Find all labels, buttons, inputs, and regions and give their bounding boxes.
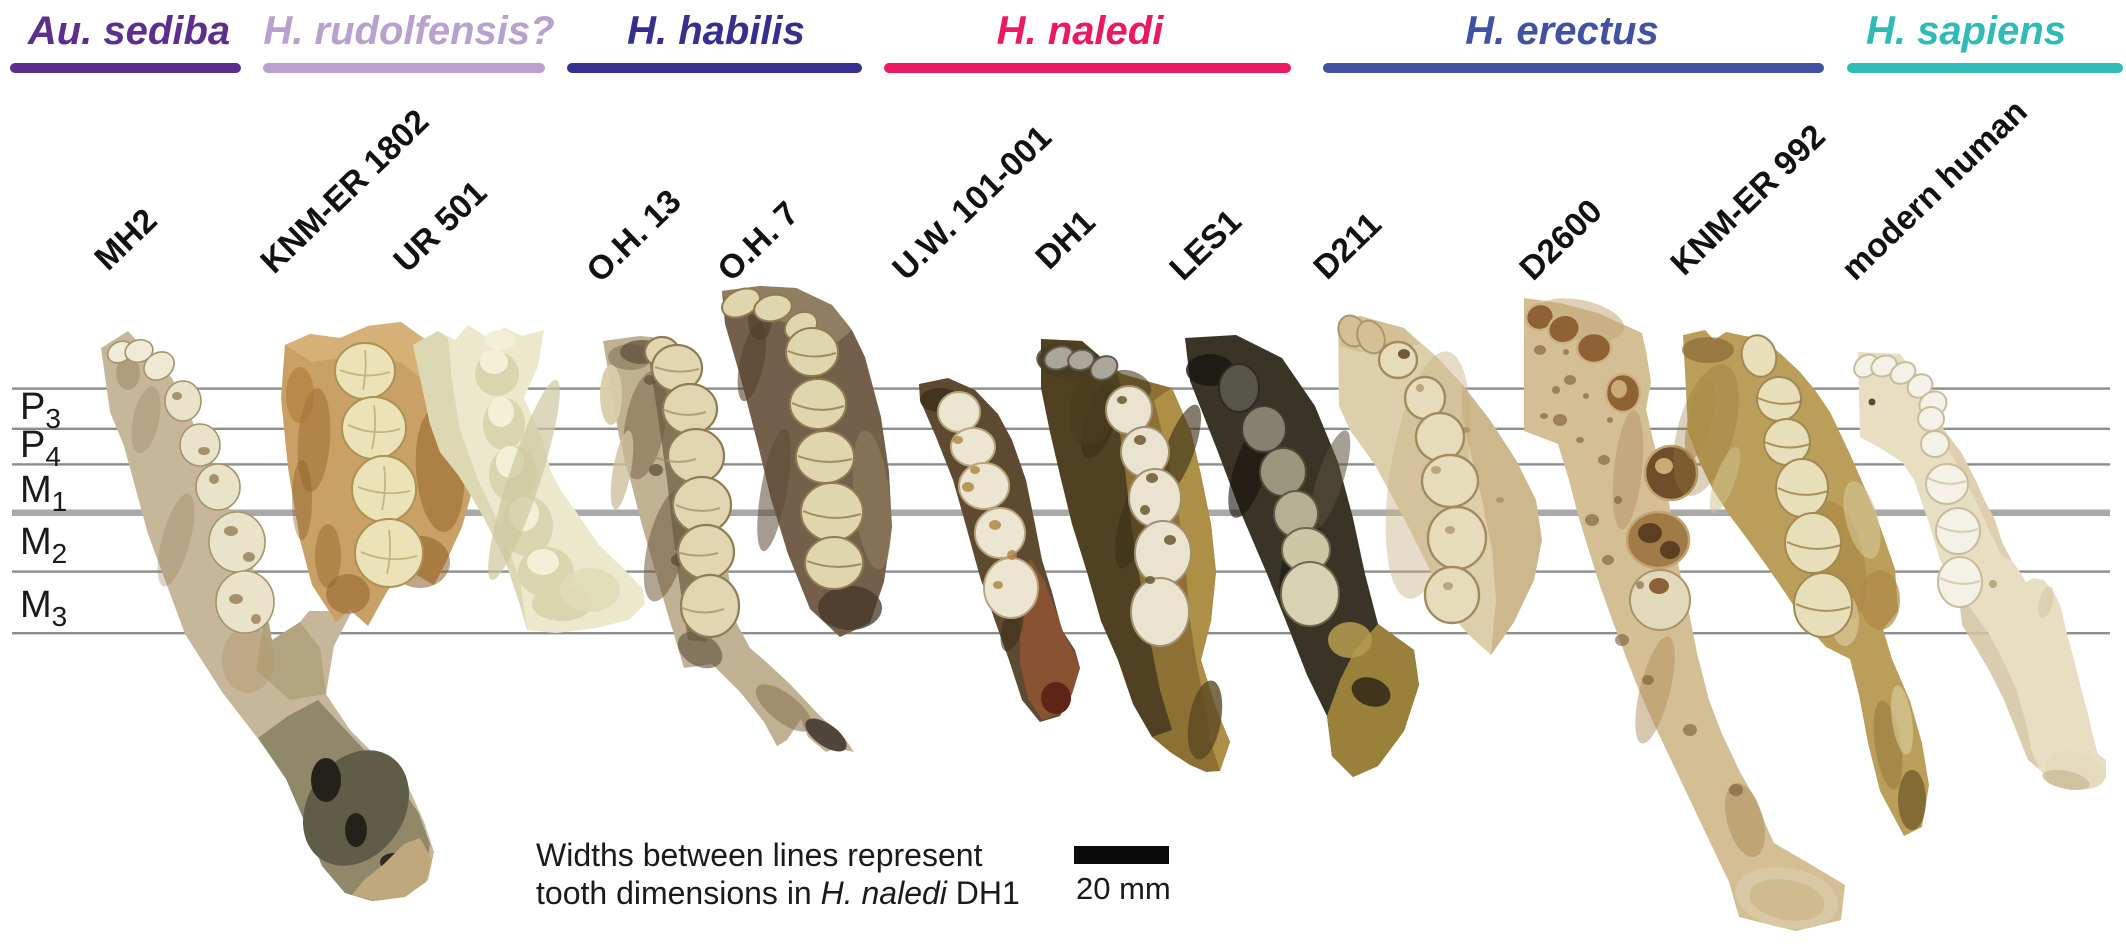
svg-text:P3: P3: [20, 386, 61, 434]
svg-text:Au. sediba: Au. sediba: [27, 9, 230, 53]
svg-text:H. habilis: H. habilis: [627, 9, 805, 53]
svg-text:M3: M3: [20, 584, 67, 632]
svg-text:Widths between lines represent: Widths between lines represent: [536, 837, 983, 873]
svg-text:20 mm: 20 mm: [1076, 871, 1171, 906]
svg-text:H. naledi: H. naledi: [997, 9, 1165, 53]
svg-text:H. rudolfensis?: H. rudolfensis?: [263, 9, 554, 53]
svg-text:H. sapiens: H. sapiens: [1866, 9, 2066, 53]
svg-text:H. erectus: H. erectus: [1465, 9, 1658, 53]
svg-text:tooth dimensions in H. naledi: tooth dimensions in H. naledi DH1: [536, 875, 1020, 911]
